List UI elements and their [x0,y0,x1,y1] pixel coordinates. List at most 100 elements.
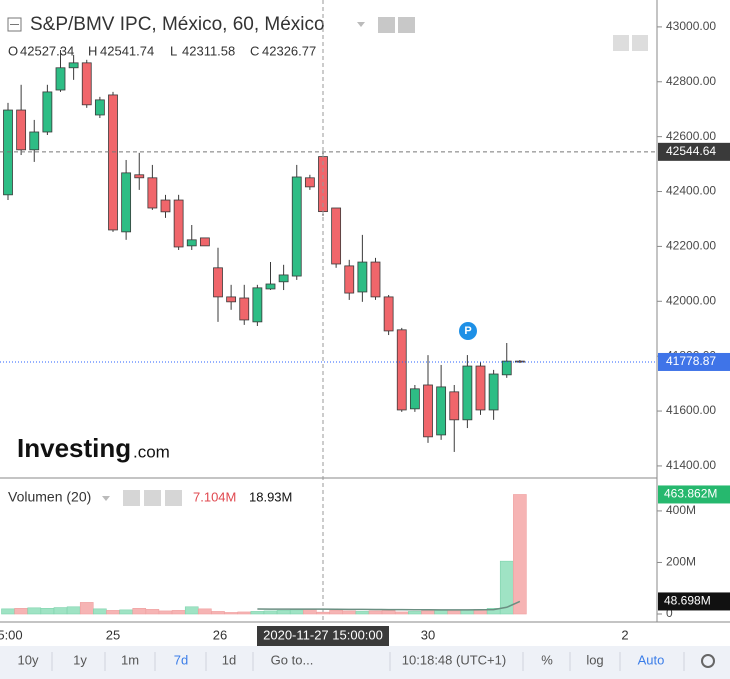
volume-bar [434,610,448,615]
volume-bar [289,609,304,615]
volume-bar [106,610,120,615]
candle-body [383,296,394,332]
toolbar-button[interactable]: 1d [222,652,236,667]
toolbar-button[interactable]: Auto [638,652,665,667]
x-tick-label: 5:00 [0,627,23,642]
volume-last-label: 463.862M [664,487,717,501]
candle-body [501,360,512,376]
close-icon[interactable] [165,490,182,506]
volume-bar [513,494,527,615]
candle-body [213,267,223,298]
ohlc-value: 42541.74 [100,43,154,58]
volume-bar [368,610,383,615]
candle-body [304,177,315,188]
ohlc-letter: C [250,43,259,58]
volume-bar [408,611,422,615]
last-price-box [658,352,730,371]
candle-body [265,283,276,290]
candle-body [331,207,342,265]
crosshair-time-label: 2020-11-27 15:00:00 [263,627,383,642]
volume-bar [184,606,199,615]
volume-bar [394,611,409,615]
candle-body [186,239,197,247]
volume-bar [276,610,291,615]
volume-bar [79,602,94,615]
candle-body [436,386,447,436]
y-tick-label: 41400.00 [666,458,716,472]
volume-bar [171,610,186,615]
ohlc-letter: H [88,43,97,58]
volume-bar [66,606,81,615]
volume-bar [132,608,147,615]
candle-body [475,365,486,411]
dropdown-arrow[interactable] [102,496,110,501]
ohlc-value: 42527.34 [20,43,74,58]
toolbar-button: 10:18:48 (UTC+1) [402,652,506,667]
settings-icon[interactable] [398,17,415,33]
logo: Investing [17,433,131,463]
candle-body [252,287,263,323]
y-tick-label: 42400.00 [666,184,716,198]
candle-body [278,274,289,283]
ohlc-value: 42326.77 [262,43,316,58]
x-tick-label: 30 [421,627,435,642]
chart-title: S&P/BMV IPC, México, 60, México [30,14,325,35]
toolbar-button[interactable]: % [541,652,553,667]
candle-body [134,174,145,179]
crosshair-price-label: 42544.64 [666,144,716,158]
candle-body [423,384,433,438]
toolbar [0,646,730,679]
volume-bar [303,609,317,615]
candle-body [94,99,105,116]
toolbar-settings[interactable] [701,654,715,668]
crosshair-price-box [658,142,730,161]
volume-bar [237,611,252,615]
volume-bar [263,610,278,615]
volume-bar [355,611,370,615]
volume-bar [224,612,238,615]
y-tick-label: 0 [666,606,673,620]
volume-bar [93,608,107,615]
collapse-icon[interactable] [7,17,22,32]
candle-body [409,388,420,410]
settings-icon[interactable] [144,490,161,506]
toolbar-button[interactable]: 10y [18,652,39,667]
volume-value: 7.104M [193,489,236,504]
candle-body [147,177,158,209]
volume-bar [329,609,343,615]
scroll-icon[interactable] [613,35,629,51]
toolbar-button[interactable]: 1y [73,652,87,667]
candle-body [488,373,499,411]
y-tick-label: 42200.00 [666,239,716,253]
ohlc-legend: O 42527.34 H 42541.74 L 42311.58 C 42326.77 [8,43,316,58]
badge[interactable] [459,322,477,340]
candle-body [29,131,40,151]
y-tick-label: 41600.00 [666,403,716,417]
candle-body [357,261,368,293]
x-tick-label: 25 [106,627,120,642]
volume-bar [14,608,28,615]
candle-body [462,365,473,421]
volume-bar [145,609,160,615]
candle-body [160,199,171,213]
toolbar-button[interactable]: 7d [174,652,188,667]
eye-icon[interactable] [123,490,140,506]
candle-body [121,172,132,233]
candle-body [199,237,210,247]
dropdown-arrow[interactable] [357,22,365,27]
toolbar-button[interactable]: Go to... [271,652,314,667]
volume-bar [381,610,396,615]
volume-bar [342,610,357,615]
volume-bar [119,609,133,615]
y-tick-label: 200M [666,555,696,569]
candle-body [81,62,92,106]
toolbar-button[interactable]: log [586,652,603,667]
scroll-icon[interactable] [632,35,648,51]
toolbar-button[interactable]: 1m [121,652,139,667]
volume-bar [447,610,462,615]
ma-last-label: 48.698M [664,594,711,608]
volume-bar [250,611,265,615]
ma-value: 18.93M [249,489,292,504]
eye-icon[interactable] [378,17,395,33]
